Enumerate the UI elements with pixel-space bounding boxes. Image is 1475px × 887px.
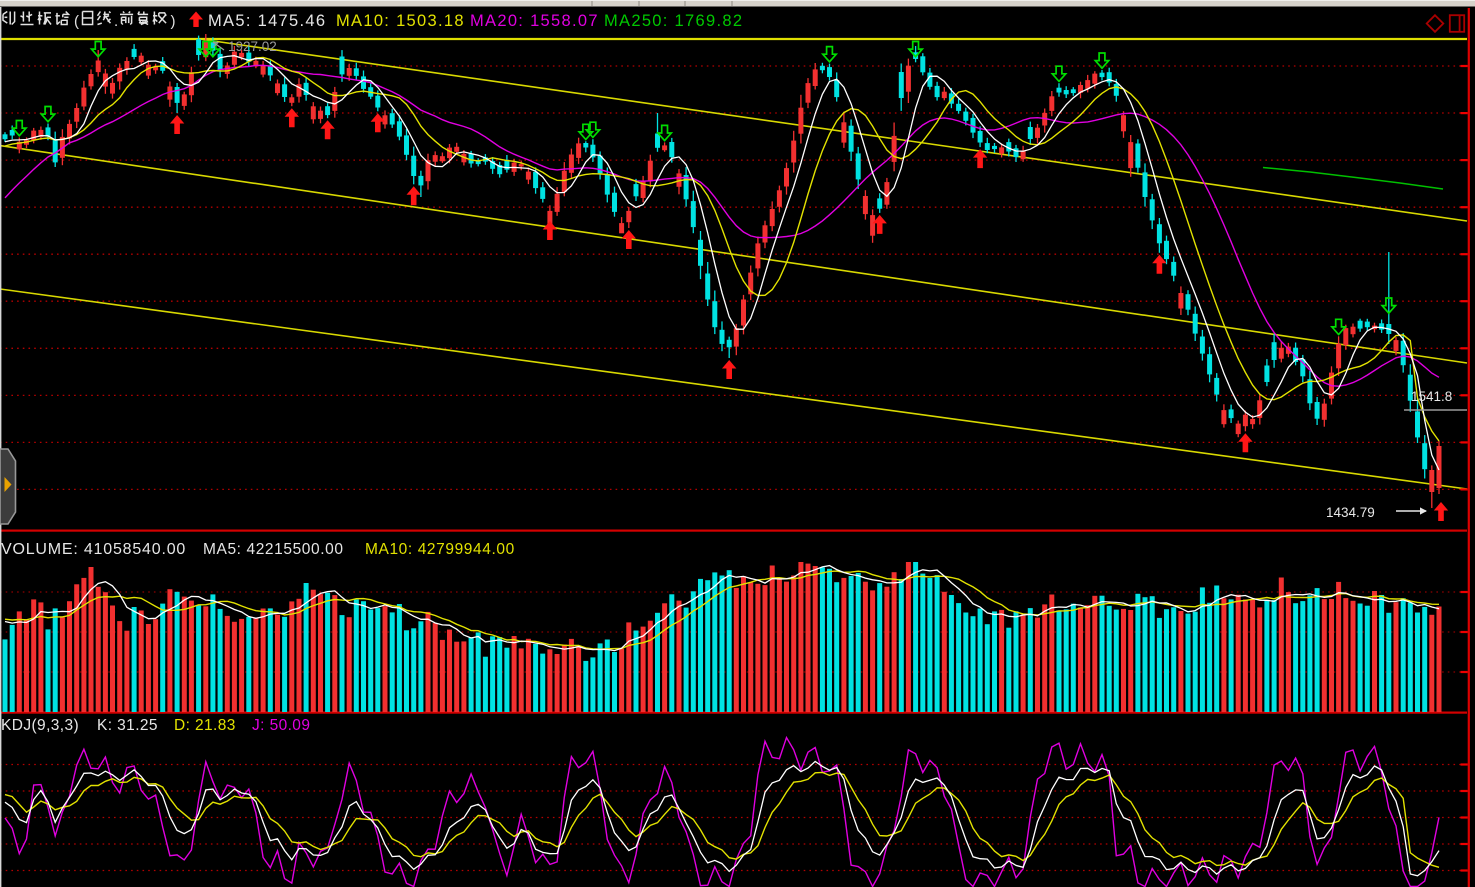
svg-text:KDJ(9,3,3): KDJ(9,3,3): [1, 717, 79, 734]
svg-text:1434.79: 1434.79: [1326, 505, 1375, 520]
svg-text:): ): [171, 13, 176, 30]
svg-text:VOLUME: 41058540.00: VOLUME: 41058540.00: [1, 541, 186, 558]
svg-text:J: 50.09: J: 50.09: [252, 717, 310, 734]
svg-text:MA5: 1475.46: MA5: 1475.46: [208, 12, 326, 30]
svg-text:K: 31.25: K: 31.25: [97, 717, 158, 734]
svg-text:MA10: 42799944.00: MA10: 42799944.00: [365, 541, 515, 558]
svg-text:(: (: [74, 13, 79, 30]
svg-text:MA20: 1558.07: MA20: 1558.07: [470, 12, 599, 30]
svg-text:MA250: 1769.82: MA250: 1769.82: [604, 12, 743, 30]
svg-text:MA10: 1503.18: MA10: 1503.18: [336, 12, 465, 30]
svg-text:.: .: [114, 13, 118, 30]
svg-text:1927.02: 1927.02: [228, 39, 277, 54]
svg-text:1541.8: 1541.8: [1411, 389, 1452, 404]
svg-text:MA5: 42215500.00: MA5: 42215500.00: [203, 541, 344, 558]
svg-text:D: 21.83: D: 21.83: [174, 717, 236, 734]
